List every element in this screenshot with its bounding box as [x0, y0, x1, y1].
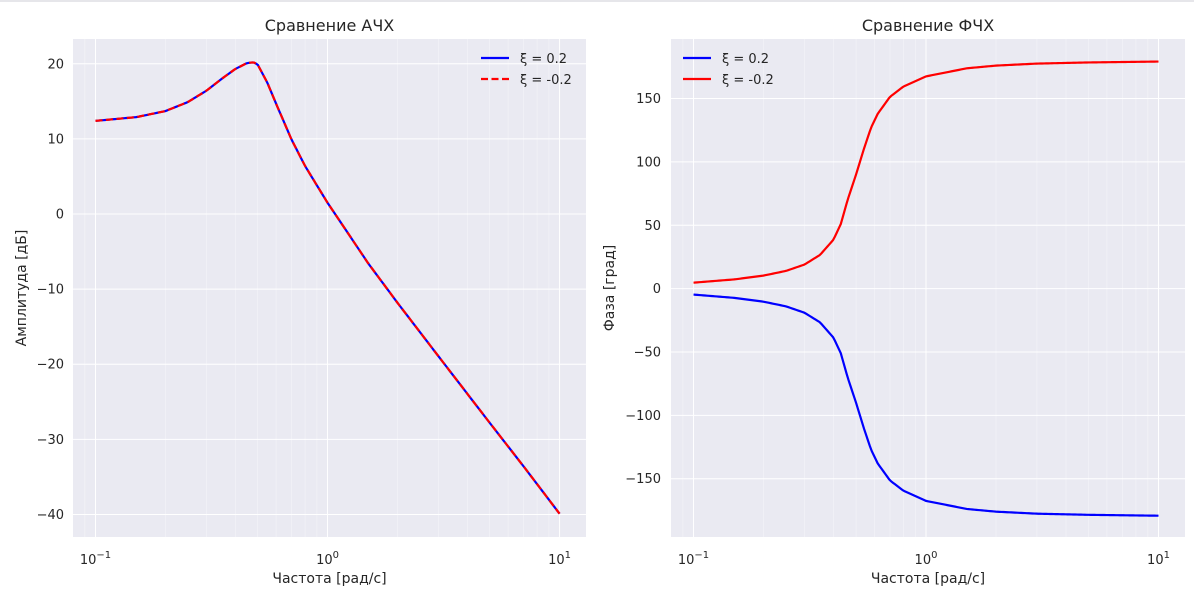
series-line-2 — [693, 60, 1159, 284]
x-tick-label: 100 — [915, 550, 938, 568]
legend-label: ξ = 0.2 — [722, 52, 769, 67]
y-tick-label: 10 — [47, 132, 64, 147]
series-line-1 — [693, 293, 1159, 517]
y-axis-label: Амплитуда [дБ] — [14, 230, 30, 347]
y-tick-label: −50 — [634, 345, 661, 360]
y-tick-label: 100 — [636, 155, 661, 170]
y-tick-label: 0 — [653, 282, 661, 297]
y-tick-label: −10 — [37, 283, 64, 298]
legend-label: ξ = -0.2 — [722, 73, 774, 88]
y-axis-label: Фаза [град] — [602, 245, 618, 332]
y-tick-label: −40 — [37, 508, 64, 523]
plot-area — [73, 39, 586, 537]
y-tick-label: 150 — [636, 92, 661, 107]
legend: ξ = 0.2 ξ = -0.2 — [481, 52, 572, 88]
y-tick-label: 0 — [56, 208, 64, 223]
x-tick-label: 10−1 — [80, 550, 111, 568]
y-tick-label: 50 — [644, 219, 661, 234]
plot-area — [671, 39, 1185, 537]
legend-label: ξ = 0.2 — [520, 52, 567, 67]
chart-title: Сравнение АЧХ — [265, 16, 395, 35]
x-axis-label: Частота [рад/с] — [272, 571, 386, 587]
top-border — [0, 0, 1194, 2]
legend: ξ = 0.2 ξ = -0.2 — [683, 52, 774, 88]
y-tick-label: −20 — [37, 358, 64, 373]
chart-title: Сравнение ФЧХ — [862, 16, 994, 35]
series-line-2 — [95, 61, 561, 515]
x-tick-label: 101 — [1147, 550, 1170, 568]
y-tick-label: −100 — [625, 409, 661, 424]
x-axis-label: Частота [рад/с] — [871, 571, 985, 587]
y-tick-label: 20 — [47, 57, 64, 72]
y-tick-label: −30 — [37, 433, 64, 448]
chart-2: 10−1 100 101 150 100 50 0 −50 −100 −150 Сравнение … — [602, 16, 1185, 587]
x-tick-label: 10−1 — [678, 550, 709, 568]
x-tick-label: 100 — [316, 550, 339, 568]
x-tick-label: 101 — [548, 550, 571, 568]
legend-label: ξ = -0.2 — [520, 73, 572, 88]
y-tick-label: −150 — [625, 472, 661, 487]
